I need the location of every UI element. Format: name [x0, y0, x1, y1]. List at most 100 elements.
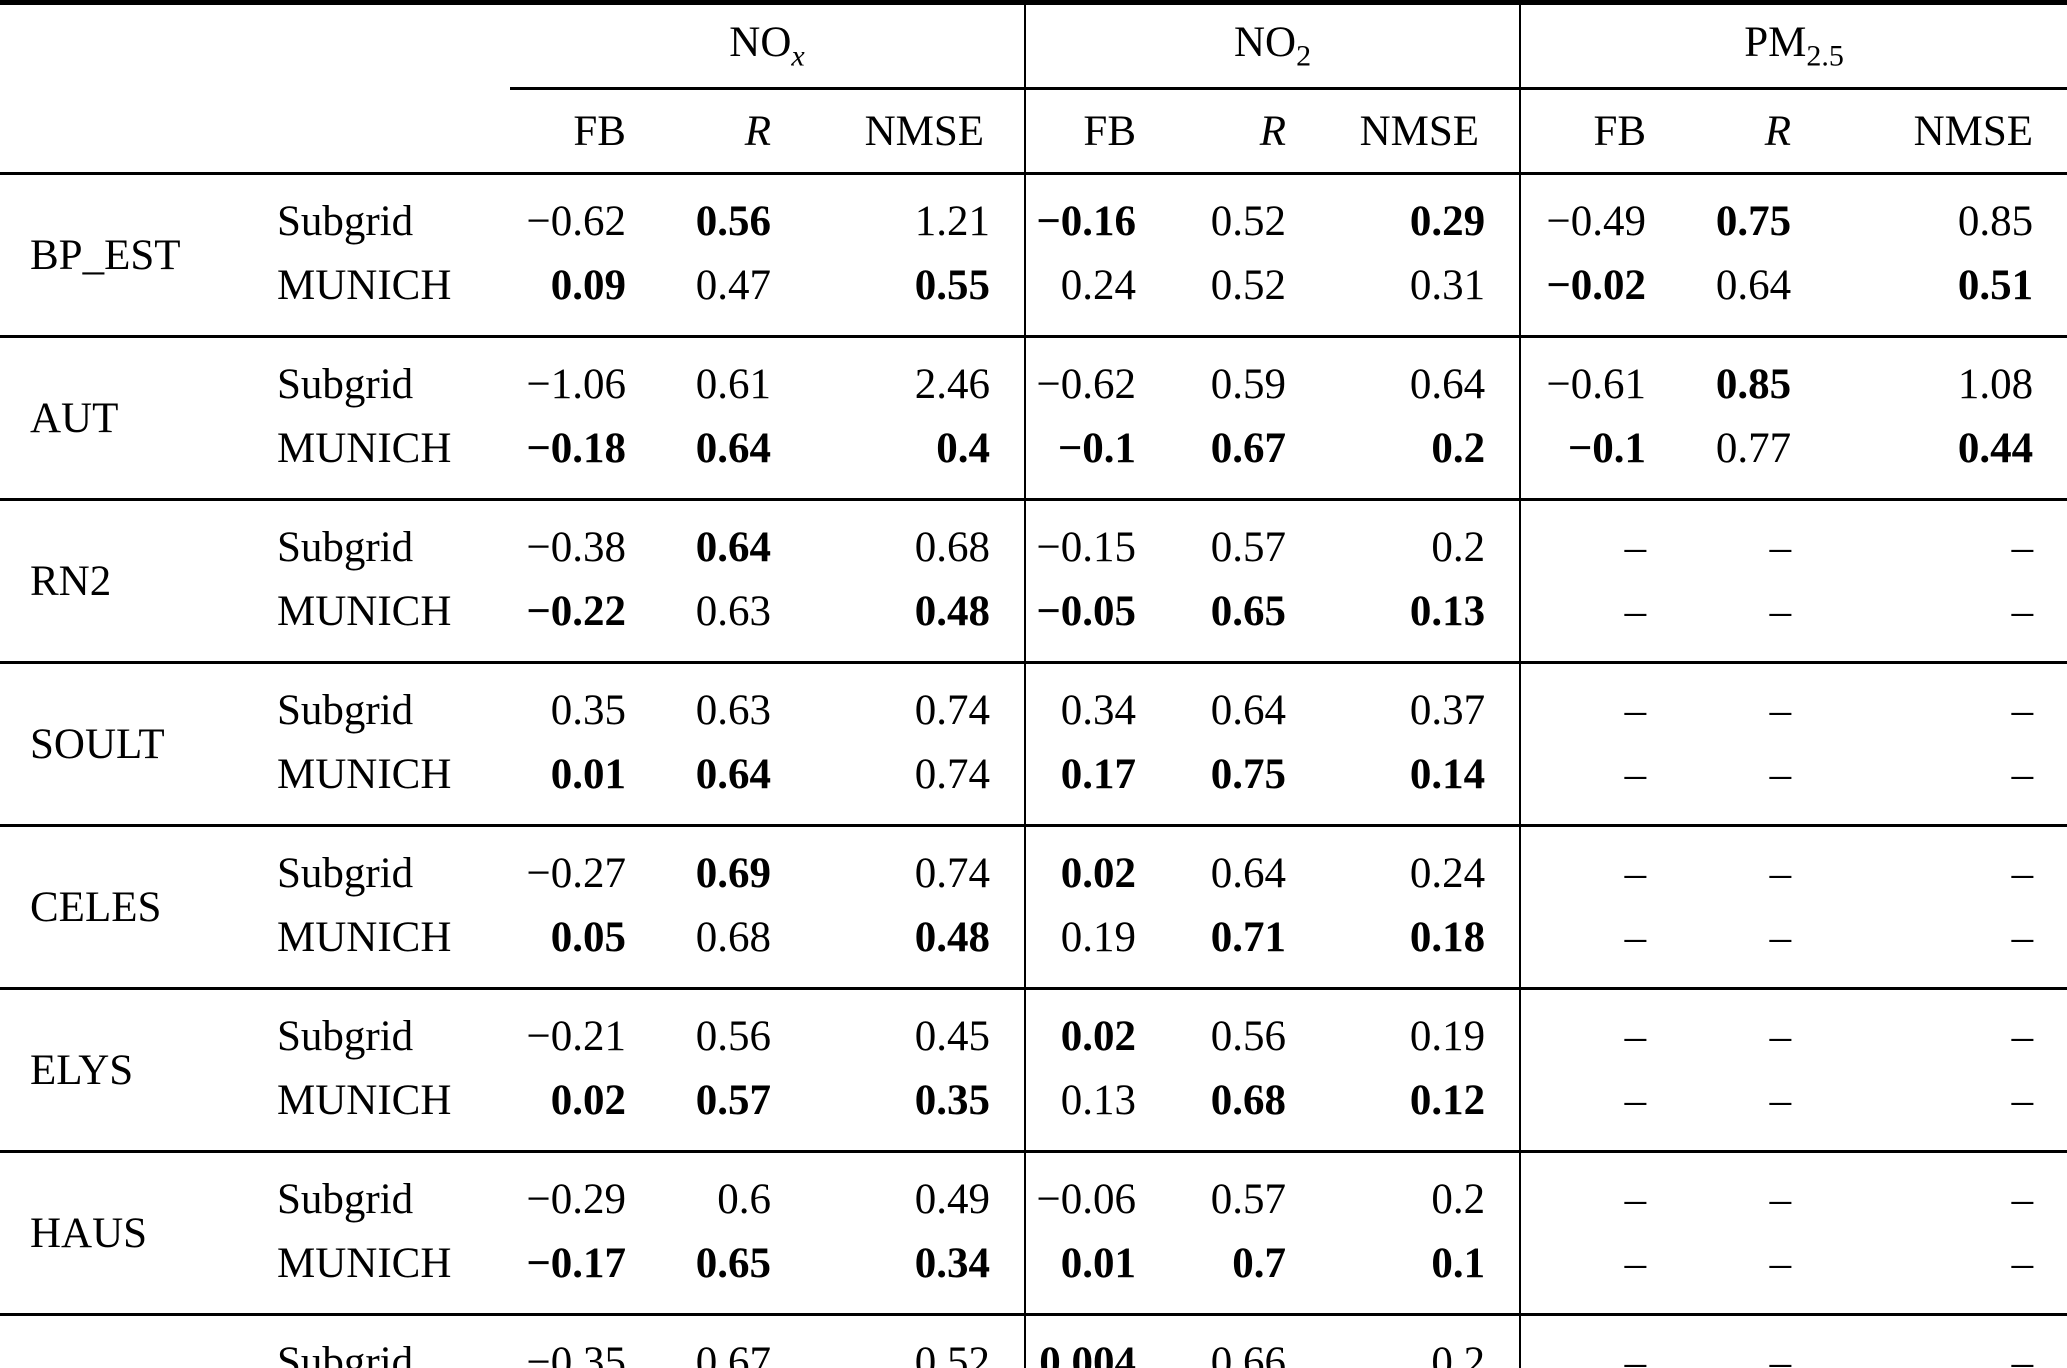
header-nmse-pm25: NMSE [1913, 107, 2034, 155]
metric-value: 0.63 [695, 686, 771, 734]
metric-value: – [2011, 587, 2034, 635]
metric-value: 0.68 [695, 913, 771, 961]
metric-value: −0.1 [1057, 424, 1137, 472]
metric-value: 0.2 [1320, 416, 1522, 500]
metric-value: – [1624, 1012, 1647, 1060]
metric-value: 0.7 [1232, 1239, 1287, 1287]
metric-value: 0.57 [1210, 1175, 1287, 1223]
metric-value: – [1624, 1175, 1647, 1223]
metric-value: 0.68 [1210, 1076, 1287, 1124]
header-r-pm25: R [1764, 107, 1792, 155]
metric-value: 0.13 [1060, 1076, 1137, 1124]
metric-value: 0.52 [1210, 261, 1287, 309]
metric-value: 0.57 [1210, 523, 1287, 571]
metric-value: 0.09 [550, 261, 626, 309]
model-label: Subgrid [277, 1175, 414, 1223]
model-label: MUNICH [277, 1239, 452, 1287]
metric-value: 0.1 [1320, 1231, 1522, 1315]
header-fb-pm25: FB [1593, 107, 1647, 155]
metric-value: 0.6 [717, 1175, 771, 1223]
metric-value: – [1624, 849, 1647, 897]
table-row: MUNICH 0.09 0.47 0.55 0.24 0.52 0.31 −0.02 0.64 0… [0, 253, 2067, 337]
metric-value: −0.1 [1567, 424, 1647, 472]
metric-value: 0.49 [805, 1151, 1027, 1231]
metric-value: 0.64 [695, 424, 771, 472]
metric-value: – [1769, 1076, 1792, 1124]
station-label: CELES [30, 883, 162, 931]
metric-value: – [1769, 849, 1792, 897]
metric-value: −0.29 [526, 1175, 626, 1223]
metric-value: 0.18 [1320, 905, 1522, 989]
metric-value: 0.65 [695, 1239, 771, 1287]
metric-value: 0.17 [1060, 750, 1137, 798]
model-label: Subgrid [277, 197, 414, 245]
header-fb-no2: FB [1083, 107, 1137, 155]
metric-value: 0.66 [1210, 1338, 1287, 1368]
station-label: BP_EST [30, 231, 181, 279]
station-label: SOULT [30, 720, 165, 768]
metric-value: 0.48 [805, 905, 1027, 989]
metric-value: – [2011, 750, 2034, 798]
metric-value: 0.52 [805, 1314, 1027, 1368]
model-label: MUNICH [277, 261, 452, 309]
model-label: Subgrid [277, 360, 414, 408]
metric-value: 0.34 [805, 1231, 1027, 1315]
table-row: MUNICH −0.18 0.64 0.4 −0.1 0.67 0.2 −0.1 0.77 0.4… [0, 416, 2067, 500]
table-body: BP_EST Subgrid −0.62 0.56 1.21 −0.16 0.52 0.29−… [0, 173, 2067, 1368]
metric-value: 0.75 [1715, 197, 1792, 245]
table-row: HAUS Subgrid −0.29 0.6 0.49 −0.06 0.57 0.2 – – – [0, 1151, 2067, 1257]
table-row: MUNICH 0.05 0.68 0.48 0.19 0.71 0.18 – – – [0, 905, 2067, 989]
table-row: SOULT Subgrid 0.35 0.63 0.74 0.34 0.64 0.37 – – – [0, 662, 2067, 768]
header-spacer [0, 3, 510, 89]
metric-value: −0.38 [526, 523, 626, 571]
metric-value: – [1769, 587, 1792, 635]
metric-value: 0.37 [1320, 662, 1522, 742]
metric-value: 0.4 [805, 416, 1027, 500]
metric-value: 0.12 [1320, 1068, 1522, 1152]
metric-value: 0.19 [1320, 988, 1522, 1068]
metric-value: 0.05 [550, 913, 626, 961]
metric-value: – [2011, 523, 2034, 571]
metric-value: −1.06 [526, 360, 626, 408]
header-r-nox: R [744, 107, 771, 155]
pollutant-header-row: NOx NO2 PM2.5 [0, 2, 2067, 90]
metric-value: – [1624, 1239, 1647, 1287]
metric-value: −0.21 [526, 1012, 626, 1060]
metric-value: 0.2 [1320, 1151, 1522, 1231]
metric-value: −0.02 [1546, 261, 1647, 309]
model-label: Subgrid [277, 849, 414, 897]
metric-value: 0.56 [695, 1012, 771, 1060]
metric-value: 0.59 [1210, 360, 1287, 408]
metric-value: – [2011, 849, 2034, 897]
metric-value: 0.63 [695, 587, 771, 635]
metric-value: 0.75 [1210, 750, 1287, 798]
header-pm25: PM2.5 [1520, 2, 2067, 90]
metric-value: 0.74 [805, 742, 1027, 826]
metric-value: 0.64 [695, 523, 771, 571]
station-label: BONAP [0, 1315, 265, 1368]
header-no2: NO2 [1025, 2, 1522, 90]
header-r-no2: R [1259, 107, 1287, 155]
metric-value: 0.57 [695, 1076, 771, 1124]
metric-value: 0.56 [1210, 1012, 1287, 1060]
metric-value: 1.08 [1957, 360, 2034, 408]
metric-value: – [1624, 750, 1647, 798]
metric-value: – [1769, 1012, 1792, 1060]
model-label: MUNICH [277, 424, 452, 472]
metric-value: −0.06 [1036, 1175, 1137, 1223]
station-label: ELYS [30, 1046, 134, 1094]
metric-value: 0.19 [1060, 913, 1137, 961]
metric-value: – [1624, 1076, 1647, 1124]
metric-value: 0.64 [1715, 261, 1792, 309]
table-row: CELES Subgrid −0.27 0.69 0.74 0.02 0.64 0.24 – – – [0, 825, 2067, 931]
metric-value: 0.01 [550, 750, 626, 798]
metric-value: 0.74 [805, 825, 1027, 905]
metric-value: 0.74 [805, 662, 1027, 742]
metric-value: 0.85 [1715, 360, 1792, 408]
model-label: MUNICH [277, 750, 452, 798]
metric-value: −0.61 [1546, 360, 1647, 408]
metric-value: – [2011, 913, 2034, 961]
metric-value: −0.35 [526, 1338, 626, 1368]
metric-value: −0.62 [526, 197, 626, 245]
